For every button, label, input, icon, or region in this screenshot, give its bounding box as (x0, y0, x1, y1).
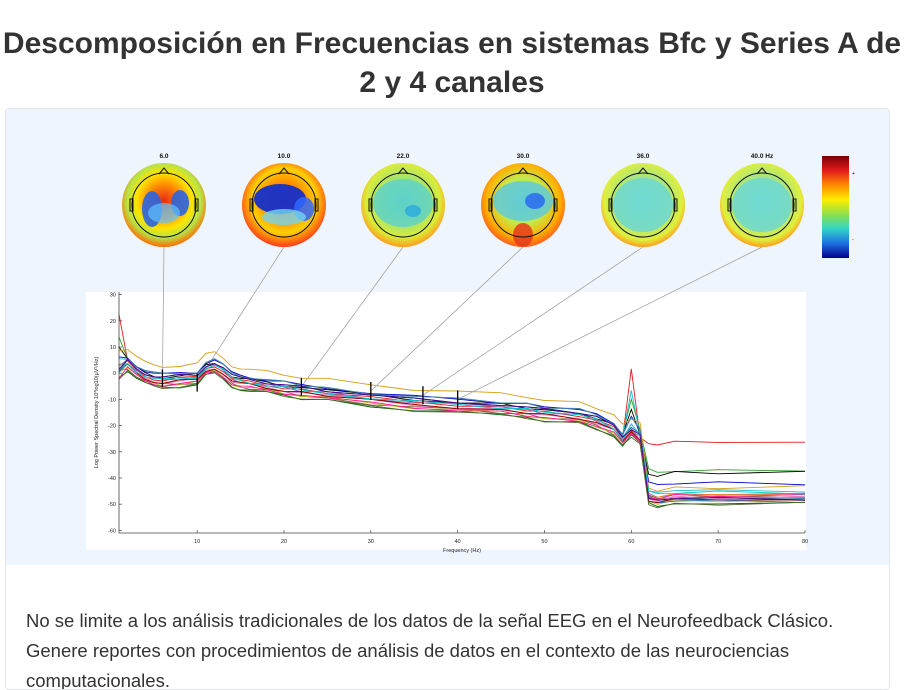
topomap: 40.0 Hz (720, 153, 804, 247)
x-axis-label: Frequency (Hz) (443, 548, 481, 554)
topomap: 10.0 (242, 153, 326, 247)
topomap-blob (148, 203, 180, 223)
y-axis-label: Log Power Spectral Density 10*log10(µV²/… (94, 356, 100, 468)
topomap: 22.0 (361, 153, 445, 247)
y-tick-label: -20 (108, 424, 116, 430)
topomap: 30.0 (481, 153, 565, 247)
x-tick-label: 40 (455, 539, 461, 545)
page-title: Descomposición en Frecuencias en sistema… (0, 24, 904, 102)
y-tick-label: 30 (110, 293, 116, 299)
y-tick-label: -10 (108, 397, 116, 403)
topomap-label: 30.0 (517, 153, 530, 160)
colorbar-plus-label: + (852, 171, 855, 177)
x-tick-label: 50 (541, 539, 547, 545)
x-tick-label: 60 (628, 539, 634, 545)
topomap-label: 36.0 (637, 153, 650, 160)
topomap-blob (262, 209, 306, 225)
y-tick-label: -50 (108, 502, 116, 508)
topomap-blob (513, 223, 533, 247)
y-tick-label: -40 (108, 476, 116, 482)
colorbar (822, 156, 849, 258)
topomap-blob (405, 205, 421, 217)
x-tick-label: 70 (715, 539, 721, 545)
x-tick-label: 10 (194, 539, 200, 545)
x-tick-label: 80 (802, 539, 808, 545)
topomap-blob (732, 178, 792, 232)
x-tick-label: 30 (368, 539, 374, 545)
topomap-label: 22.0 (397, 153, 410, 160)
topomap-blob (373, 179, 433, 227)
y-tick-label: 0 (113, 371, 116, 377)
topomap: 6.0 (122, 153, 206, 247)
description-text: No se limite a los análisis tradicionale… (26, 606, 856, 690)
topomap-label: 6.0 (159, 153, 168, 160)
y-tick-label: -30 (108, 450, 116, 456)
y-tick-label: 10 (110, 345, 116, 351)
topomap-label: 40.0 Hz (751, 153, 774, 160)
x-tick-label: 20 (281, 539, 287, 545)
topomap-label: 10.0 (278, 153, 291, 160)
y-tick-label: 20 (110, 319, 116, 325)
colorbar-minus-label: - (852, 237, 854, 243)
topomap-blob (613, 178, 673, 232)
topomap: 36.0 (601, 153, 685, 247)
y-tick-label: -60 (108, 528, 116, 534)
topomap-blob (525, 193, 545, 209)
plot-area (86, 292, 806, 550)
